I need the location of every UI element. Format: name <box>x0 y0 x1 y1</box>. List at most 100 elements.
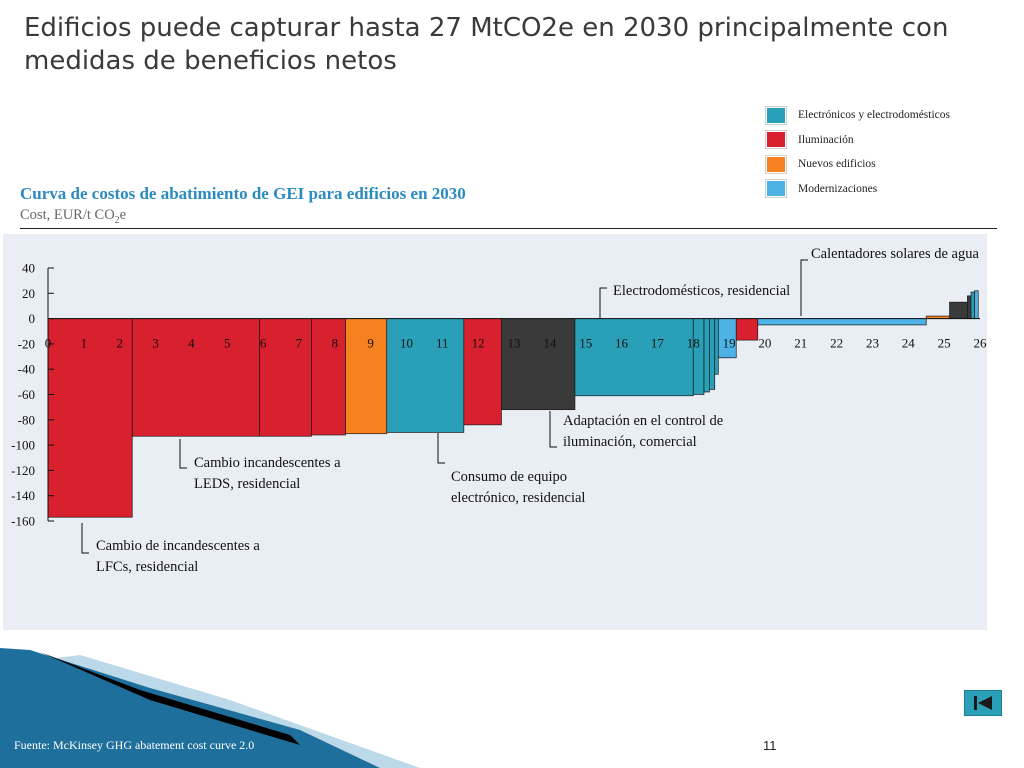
chart-divider <box>20 228 997 229</box>
annotation-leader-3 <box>549 411 557 448</box>
skip-back-icon <box>974 696 992 710</box>
y-tick-label: 40 <box>22 261 35 276</box>
x-tick-label: 19 <box>723 336 736 351</box>
legend-item-electronics: Electrónicos y electrodomésticos <box>766 103 950 128</box>
bar-2 <box>259 318 312 437</box>
annotation-leader-2 <box>437 433 445 464</box>
legend-swatch-lighting <box>766 131 786 149</box>
x-tick-label: 17 <box>651 336 665 351</box>
annotation-label: Electrodomésticos, residencial <box>613 283 790 299</box>
x-tick-label: 26 <box>974 336 988 351</box>
annotation-leader-4 <box>599 287 607 318</box>
annotation-leader-5 <box>800 259 808 316</box>
x-tick-label: 1 <box>81 336 88 351</box>
x-tick-label: 22 <box>830 336 843 351</box>
footer-decoration <box>0 648 420 768</box>
x-tick-label: 13 <box>508 336 521 351</box>
back-nav-button[interactable] <box>964 690 1002 716</box>
bar-1 <box>131 318 260 437</box>
x-tick-label: 14 <box>543 336 557 351</box>
annotation-label: Adaptación en el control de <box>563 413 723 429</box>
y-tick-label: -40 <box>18 362 35 377</box>
y-tick-label: -60 <box>18 387 35 402</box>
y-tick-label: -100 <box>11 438 35 453</box>
bars-group <box>47 290 979 518</box>
annotation-leader-1 <box>179 439 187 469</box>
x-tick-label: 4 <box>188 336 195 351</box>
x-tick-label: 2 <box>116 336 123 351</box>
bar-19 <box>970 291 975 319</box>
x-tick-label: 8 <box>332 336 339 351</box>
bar-8 <box>574 318 694 397</box>
x-tick-label: 6 <box>260 336 267 351</box>
legend-swatch-new-buildings <box>766 155 786 173</box>
x-tick-label: 20 <box>758 336 771 351</box>
bar-14 <box>735 318 759 341</box>
legend-label-electronics: Electrónicos y electrodomésticos <box>798 109 951 122</box>
y-tick-label: -160 <box>11 514 35 529</box>
x-tick-label: 9 <box>367 336 374 351</box>
annotation-label: LEDS, residencial <box>194 476 300 492</box>
annotation-label: Cambio incandescentes a <box>194 455 341 471</box>
annotation-leader-0 <box>81 523 89 554</box>
annotation-label: iluminación, comercial <box>563 434 697 450</box>
annotation-label: LFCs, residencial <box>96 559 198 575</box>
bar-15 <box>757 318 927 326</box>
y-tick-label: -120 <box>11 463 35 478</box>
legend-item-retrofits: Modernizaciones <box>766 177 950 202</box>
y-tick-label: 0 <box>29 311 36 326</box>
bar-3 <box>311 318 346 436</box>
bar-5 <box>386 318 465 433</box>
bar-12 <box>714 318 719 375</box>
y-tick-label: -140 <box>11 488 35 503</box>
bar-10 <box>703 318 710 393</box>
annotation-label: Calentadores solares de agua <box>811 246 979 262</box>
x-tick-label: 12 <box>472 336 485 351</box>
footer-swoosh-black <box>40 652 300 745</box>
x-tick-label: 5 <box>224 336 231 351</box>
ylabel-suffix: e <box>119 207 127 223</box>
bar-11 <box>709 318 716 390</box>
bar-7 <box>501 318 576 411</box>
annotations-group: Cambio de incandescentes a LFCs, residenc… <box>81 246 979 575</box>
legend-label-new-buildings: Nuevos edificios <box>798 158 876 171</box>
x-tick-label: 0 <box>45 336 52 351</box>
legend-item-new-buildings: Nuevos edificios <box>766 152 950 177</box>
x-tick-label: 21 <box>794 336 807 351</box>
x-tick-label: 3 <box>152 336 159 351</box>
bar-18 <box>967 295 972 319</box>
ylabel-prefix: Cost, EUR/t CO <box>20 207 115 223</box>
legend-swatch-retrofits <box>766 180 786 198</box>
bar-9 <box>692 318 705 395</box>
legend-label-lighting: Iluminación <box>798 133 854 146</box>
y-tick-label: 20 <box>22 286 35 301</box>
page-number: 11 <box>763 738 777 753</box>
annotation-label: electrónico, residencial <box>451 490 585 506</box>
annotation-label: Consumo de equipo <box>451 469 567 485</box>
legend-label-retrofits: Modernizaciones <box>798 182 878 195</box>
y-tick-label: -20 <box>18 336 35 351</box>
x-tick-label: 16 <box>615 336 629 351</box>
x-tick-label: 15 <box>579 336 592 351</box>
legend: Electrónicos y electrodomésticos Ilumina… <box>766 103 950 201</box>
annotation-label: Cambio de incandescentes a <box>96 538 260 554</box>
legend-item-lighting: Iluminación <box>766 128 950 153</box>
chart-ylabel: Cost, EUR/t CO2e <box>20 207 126 226</box>
legend-swatch-electronics <box>766 106 786 124</box>
x-tick-label: 23 <box>866 336 879 351</box>
bar-6 <box>463 318 502 426</box>
x-tick-label: 24 <box>902 336 916 351</box>
ylabel-sub: 2 <box>114 214 120 226</box>
bar-4 <box>345 318 388 435</box>
x-tick-label: 7 <box>296 336 303 351</box>
x-tick-label: 11 <box>436 336 449 351</box>
bar-17 <box>949 301 968 319</box>
y-tick-label: -80 <box>18 412 35 427</box>
chart-title: Curva de costos de abatimiento de GEI pa… <box>20 184 466 203</box>
x-tick-label: 25 <box>938 336 951 351</box>
source-note: Fuente: McKinsey GHG abatement cost curv… <box>14 738 255 752</box>
bar-20 <box>974 290 979 319</box>
x-tick-label: 10 <box>400 336 413 351</box>
